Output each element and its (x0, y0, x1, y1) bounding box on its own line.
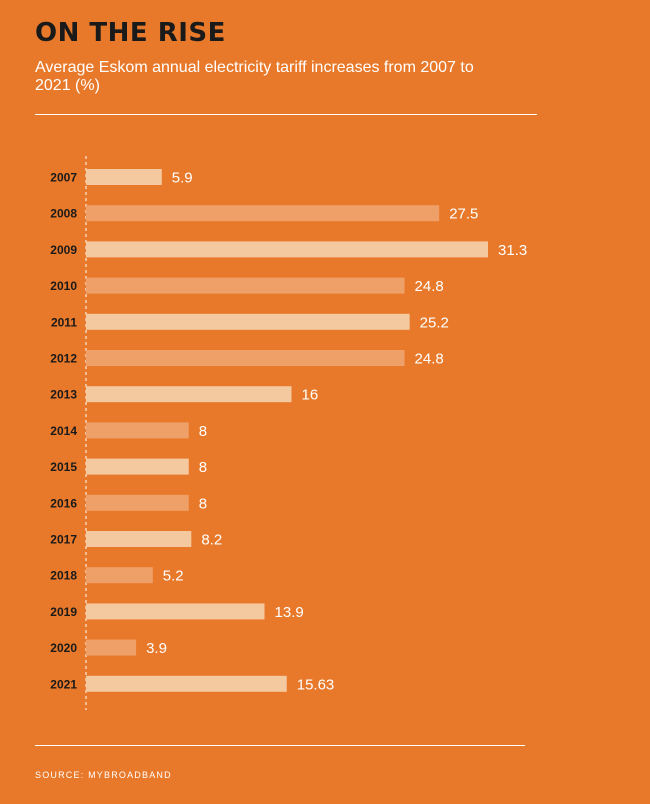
bar-value-label: 8 (199, 459, 207, 476)
year-tick-label: 2014 (50, 424, 77, 438)
year-tick-label: 2013 (50, 388, 77, 402)
bar (86, 603, 265, 620)
year-tick-label: 2019 (50, 605, 77, 619)
bar (86, 205, 440, 222)
bar (86, 675, 287, 692)
bar-value-label: 8 (199, 495, 207, 512)
chart-subtitle: Average Eskom annual electricity tariff … (35, 59, 474, 94)
top-divider (35, 114, 537, 115)
year-tick-label: 2007 (50, 171, 77, 185)
bar (86, 494, 189, 511)
bar (86, 350, 405, 366)
year-tick-label: 2012 (50, 352, 77, 366)
bar (86, 567, 153, 584)
year-tick-label: 2009 (50, 243, 77, 257)
bar (86, 531, 192, 547)
year-tick-label: 2008 (50, 207, 77, 221)
bar (86, 313, 410, 330)
bar (86, 277, 405, 294)
bar-value-label: 8 (199, 423, 207, 440)
chart-title: ON THE RISE (35, 18, 226, 48)
bar (86, 458, 189, 475)
bar (86, 386, 292, 403)
bar-value-label: 16 (301, 387, 318, 404)
year-tick-label: 2011 (51, 315, 77, 329)
bar-value-label: 24.8 (415, 278, 444, 295)
year-tick-label: 2017 (50, 533, 77, 547)
bar-value-label: 5.9 (172, 170, 193, 187)
bar-value-label: 5.2 (163, 568, 184, 585)
bar-value-label: 24.8 (415, 351, 444, 368)
bar (86, 241, 488, 258)
bar-chart: 2007 5.9 2008 27.5 2009 31.3 2010 24.8 2011 25.2 2… (50, 156, 527, 710)
bar (86, 422, 189, 439)
bar-value-label: 25.2 (420, 314, 449, 331)
bar (86, 169, 162, 185)
bar-value-label: 15.63 (297, 676, 335, 693)
bar-value-label: 27.5 (449, 206, 478, 223)
bar-value-label: 31.3 (498, 242, 527, 259)
year-tick-label: 2018 (50, 569, 77, 583)
year-tick-label: 2015 (50, 460, 77, 474)
source-note: SOURCE: MYBROADBAND (35, 770, 172, 780)
year-tick-label: 2016 (50, 496, 77, 510)
bar (86, 639, 137, 656)
year-tick-label: 2010 (50, 279, 77, 293)
bar-value-label: 8.2 (201, 532, 222, 549)
bar-value-label: 3.9 (146, 640, 167, 657)
bar-value-label: 13.9 (275, 604, 304, 621)
year-tick-label: 2021 (50, 677, 77, 691)
bottom-divider (35, 745, 525, 746)
year-tick-label: 2020 (50, 641, 77, 655)
